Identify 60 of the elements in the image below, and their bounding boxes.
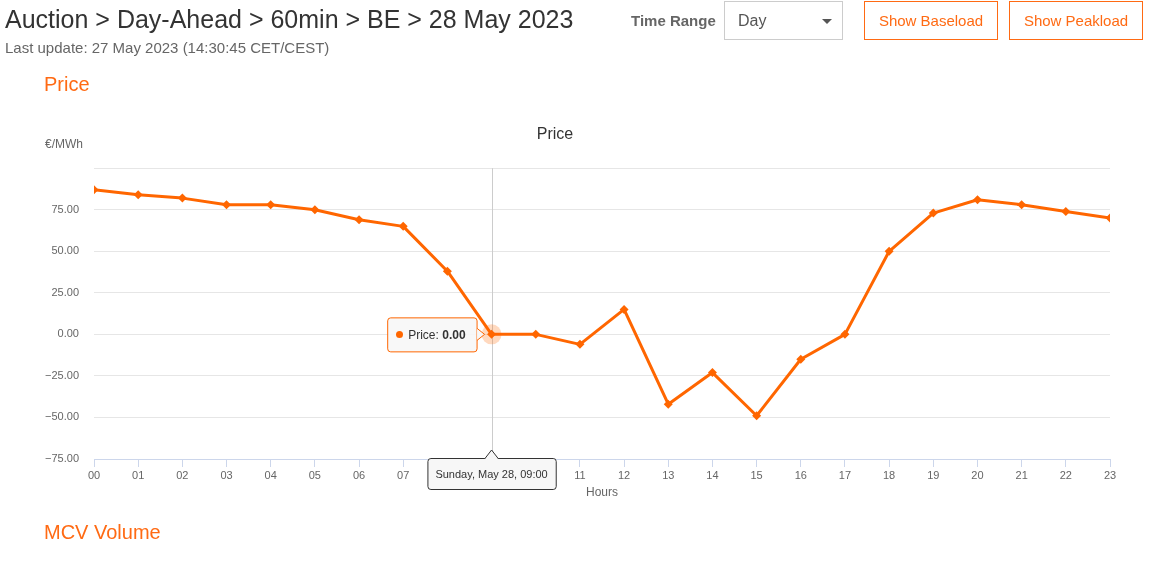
chart-title: Price	[536, 125, 574, 143]
x-tick-label: 16	[794, 468, 807, 481]
y-tick-label: 75.00	[51, 202, 79, 215]
x-tick-label: 20	[971, 468, 984, 481]
y-tick-label: −75.00	[45, 452, 79, 465]
x-tick-label: 14	[706, 468, 719, 481]
x-tick-label: 06	[352, 468, 366, 481]
y-tick-label: 25.00	[51, 285, 79, 298]
y-tick-label: 0.00	[57, 327, 79, 340]
x-tick-label: 04	[264, 468, 277, 481]
x-tick-label: 22	[1059, 468, 1072, 481]
point	[840, 329, 850, 339]
text: MCV Volume	[44, 520, 161, 544]
x-tick-label: 21	[1015, 468, 1028, 481]
x-tick-label: 19	[927, 468, 940, 481]
point	[1061, 206, 1071, 216]
text: Auction > Day-Ahead > 60min > BE > 28 May 2023	[5, 4, 574, 34]
x-tick-label: 05	[308, 468, 321, 481]
x-tick-label: 00	[87, 468, 101, 481]
y-tick-label: −25.00	[45, 368, 79, 381]
point	[266, 200, 276, 210]
text: Time Range	[631, 12, 716, 30]
x-axis-title: Hours	[585, 485, 619, 500]
x-tick-label: 17	[838, 468, 852, 481]
y-tick-label: 50.00	[51, 244, 79, 257]
x-tick-label: 01	[132, 468, 145, 481]
point	[133, 190, 143, 200]
x-tick-label: 18	[883, 468, 896, 481]
x-tick-label: 11	[574, 468, 586, 481]
x-tick-label: 03	[220, 468, 233, 481]
point	[972, 195, 982, 205]
point	[354, 215, 364, 225]
x-tick-label: 15	[750, 468, 763, 481]
button[interactable]: Show Baseload	[864, 1, 998, 40]
dropdown[interactable]: Day	[724, 1, 843, 40]
point	[884, 246, 894, 256]
annotation: Price: 0.00	[408, 327, 466, 342]
ref-line-label: Sunday, May 28, 09:00	[435, 467, 548, 480]
point	[752, 411, 762, 421]
point	[619, 304, 629, 314]
x-tick-label: 13	[662, 468, 675, 481]
point	[1017, 200, 1027, 210]
point	[928, 208, 938, 218]
point	[663, 399, 673, 409]
x-tick-label: 23	[1103, 468, 1117, 481]
point	[796, 354, 806, 364]
point	[398, 221, 408, 231]
point	[707, 368, 717, 378]
x-tick-label: 12	[617, 468, 631, 481]
y-tick-label: −50.00	[45, 410, 79, 423]
point	[310, 205, 320, 215]
text: Price	[44, 72, 90, 96]
x-tick-label: 07	[397, 468, 410, 481]
y-axis-title: €/MWh	[45, 136, 84, 151]
button[interactable]: Show Peakload	[1009, 1, 1143, 40]
point	[531, 329, 541, 339]
point	[575, 339, 585, 349]
point	[442, 266, 452, 276]
x-tick-label: 02	[176, 468, 189, 481]
text: Last update: 27 May 2023 (14:30:45 CET/CEST)	[5, 39, 330, 57]
